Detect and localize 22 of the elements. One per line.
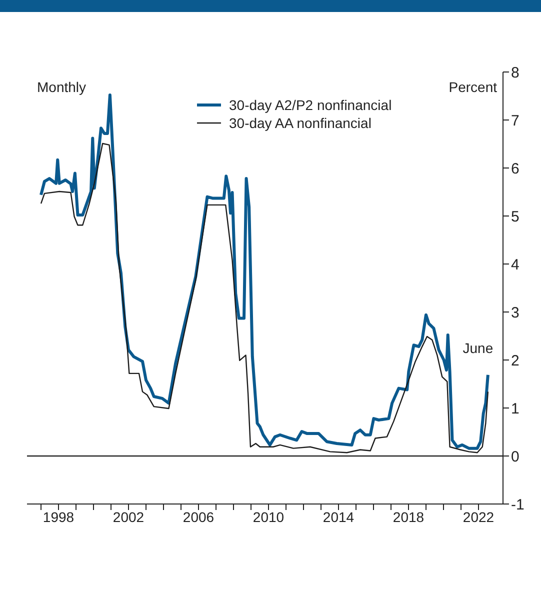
- y-axis-title: Percent: [448, 79, 498, 95]
- x-tick-label: 2022: [462, 508, 494, 525]
- x-tick-label: 2010: [252, 508, 284, 525]
- x-tick-label: 2014: [322, 508, 354, 525]
- y-tick-label: 7: [511, 112, 520, 130]
- y-tick-label: 6: [511, 160, 520, 178]
- legend-label: 30-day A2/P2 nonfinancial: [229, 96, 392, 114]
- x-tick-label: 2002: [112, 508, 144, 525]
- y-tick-label: 1: [511, 400, 520, 418]
- y-tick-label: 0: [511, 448, 520, 466]
- y-tick-label: 2: [511, 352, 520, 370]
- annotation: Monthly: [37, 79, 86, 95]
- y-tick-label: -1: [511, 496, 524, 514]
- x-tick-label: 2018: [392, 508, 424, 525]
- y-tick-label: 3: [511, 304, 520, 322]
- y-tick-label: 5: [511, 208, 520, 226]
- x-tick-label: 2006: [182, 508, 214, 525]
- x-tick-label: 1998: [42, 508, 74, 525]
- y-tick-label: 8: [511, 64, 520, 82]
- legend-label: 30-day AA nonfinancial: [229, 114, 372, 132]
- annotation: June: [462, 340, 494, 356]
- y-tick-label: 4: [511, 256, 520, 274]
